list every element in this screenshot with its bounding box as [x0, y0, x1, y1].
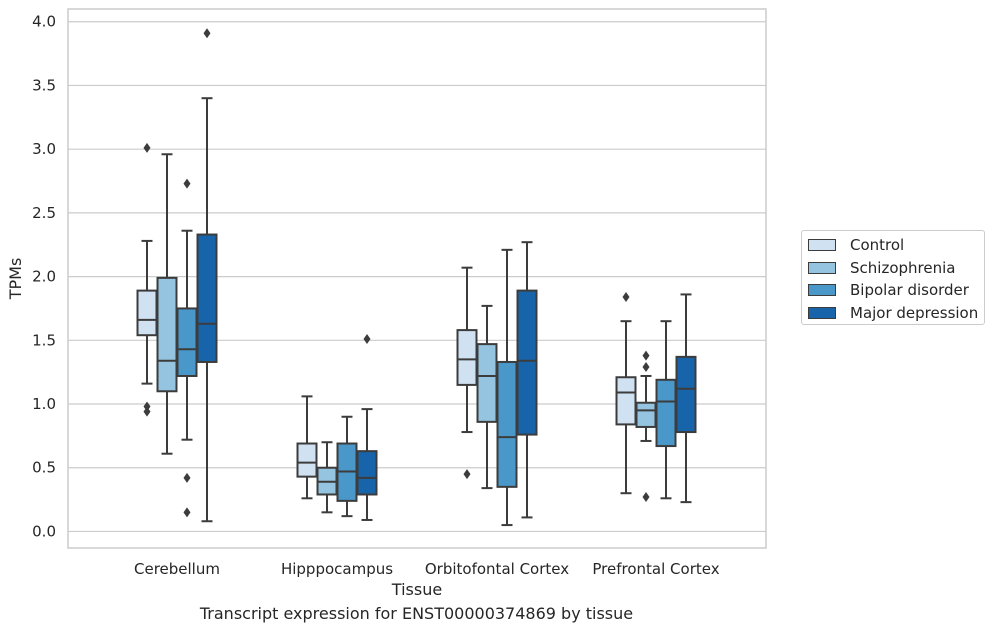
legend-swatch [808, 284, 836, 296]
y-tick-label: 1.0 [32, 395, 56, 413]
box-iqr [675, 355, 697, 434]
x-tick-label: Cerebellum [134, 560, 220, 578]
outlier-point [642, 362, 650, 373]
legend-swatch [808, 306, 836, 319]
box-iqr [176, 307, 198, 377]
plot-area-frame [67, 8, 767, 549]
outlier-point [363, 334, 371, 345]
legend-label: Major depression [850, 303, 979, 322]
box [336, 415, 358, 518]
box [456, 266, 478, 480]
legend-label: Schizophrenia [850, 258, 956, 277]
y-axis-title: TPMs [6, 258, 25, 301]
legend-item: Schizophrenia [808, 258, 955, 278]
outlier-point [143, 406, 151, 417]
y-tick-label: 4.0 [32, 13, 56, 31]
y-tick-label: 0.0 [32, 522, 56, 540]
outlier-point [183, 507, 191, 518]
box [635, 350, 657, 503]
outlier-point [622, 291, 630, 302]
box-iqr [476, 343, 498, 423]
series-bipolar-disorder [176, 178, 677, 527]
box-iqr [635, 401, 657, 428]
legend-item: Major depression [808, 303, 978, 323]
legend: Control Schizophrenia Bipolar disorder Majo… [801, 230, 985, 325]
box [496, 248, 518, 527]
box [675, 293, 697, 504]
chart-caption: Transcript expression for ENST0000037486… [199, 604, 634, 623]
x-tick-label: Prefrontal Cortex [592, 560, 719, 578]
series-major-depression [196, 28, 697, 523]
legend-item: Bipolar disorder [808, 280, 969, 300]
legend-label: Bipolar disorder [850, 281, 969, 299]
outlier-point [203, 28, 211, 39]
box [615, 291, 637, 495]
x-tick-label: Orbitofontal Cortex [425, 560, 569, 578]
outlier-point [183, 178, 191, 189]
series-control [136, 142, 637, 500]
box-iqr [516, 289, 538, 436]
y-tick-label: 3.5 [32, 76, 56, 94]
outlier-point [183, 472, 191, 483]
box [156, 153, 178, 455]
box-iqr [655, 378, 677, 448]
legend-item: Control [808, 235, 904, 255]
box [316, 441, 338, 514]
box [476, 304, 498, 490]
y-axis-ticks: 0.0 0.5 1.0 1.5 2.0 2.5 3.0 3.5 4.0 [32, 13, 56, 541]
outlier-point [143, 142, 151, 153]
outlier-point [463, 469, 471, 480]
legend-swatch [808, 261, 836, 274]
y-tick-label: 2.0 [32, 268, 56, 286]
x-axis-title: Tissue [391, 580, 442, 599]
box-plot-series [136, 28, 697, 527]
box [136, 142, 158, 417]
gridlines [68, 21, 766, 533]
x-axis-ticks: Cerebellum Hipppocampus Orbitofontal Corte… [134, 560, 720, 578]
outlier-point [642, 492, 650, 503]
box-iqr [496, 360, 518, 488]
box-iqr [136, 289, 158, 337]
box [655, 320, 677, 500]
box-iqr [196, 233, 218, 363]
box-iqr [296, 442, 318, 478]
y-tick-label: 3.0 [32, 140, 56, 158]
legend-label: Control [850, 236, 905, 254]
legend-swatch [808, 239, 836, 251]
outlier-point [642, 350, 650, 361]
y-tick-label: 0.5 [32, 459, 56, 477]
box [176, 178, 198, 518]
y-tick-label: 2.5 [32, 204, 56, 222]
box [196, 28, 218, 523]
box-iqr [156, 276, 178, 393]
series-schizophrenia [156, 153, 657, 514]
box [356, 334, 378, 521]
x-tick-label: Hipppocampus [281, 560, 393, 578]
box-iqr [615, 376, 637, 426]
outlier-point [143, 401, 151, 412]
y-tick-label: 1.5 [32, 331, 56, 349]
box-iqr [456, 329, 478, 386]
box [516, 241, 538, 519]
box [296, 395, 318, 500]
box-iqr [356, 450, 378, 496]
